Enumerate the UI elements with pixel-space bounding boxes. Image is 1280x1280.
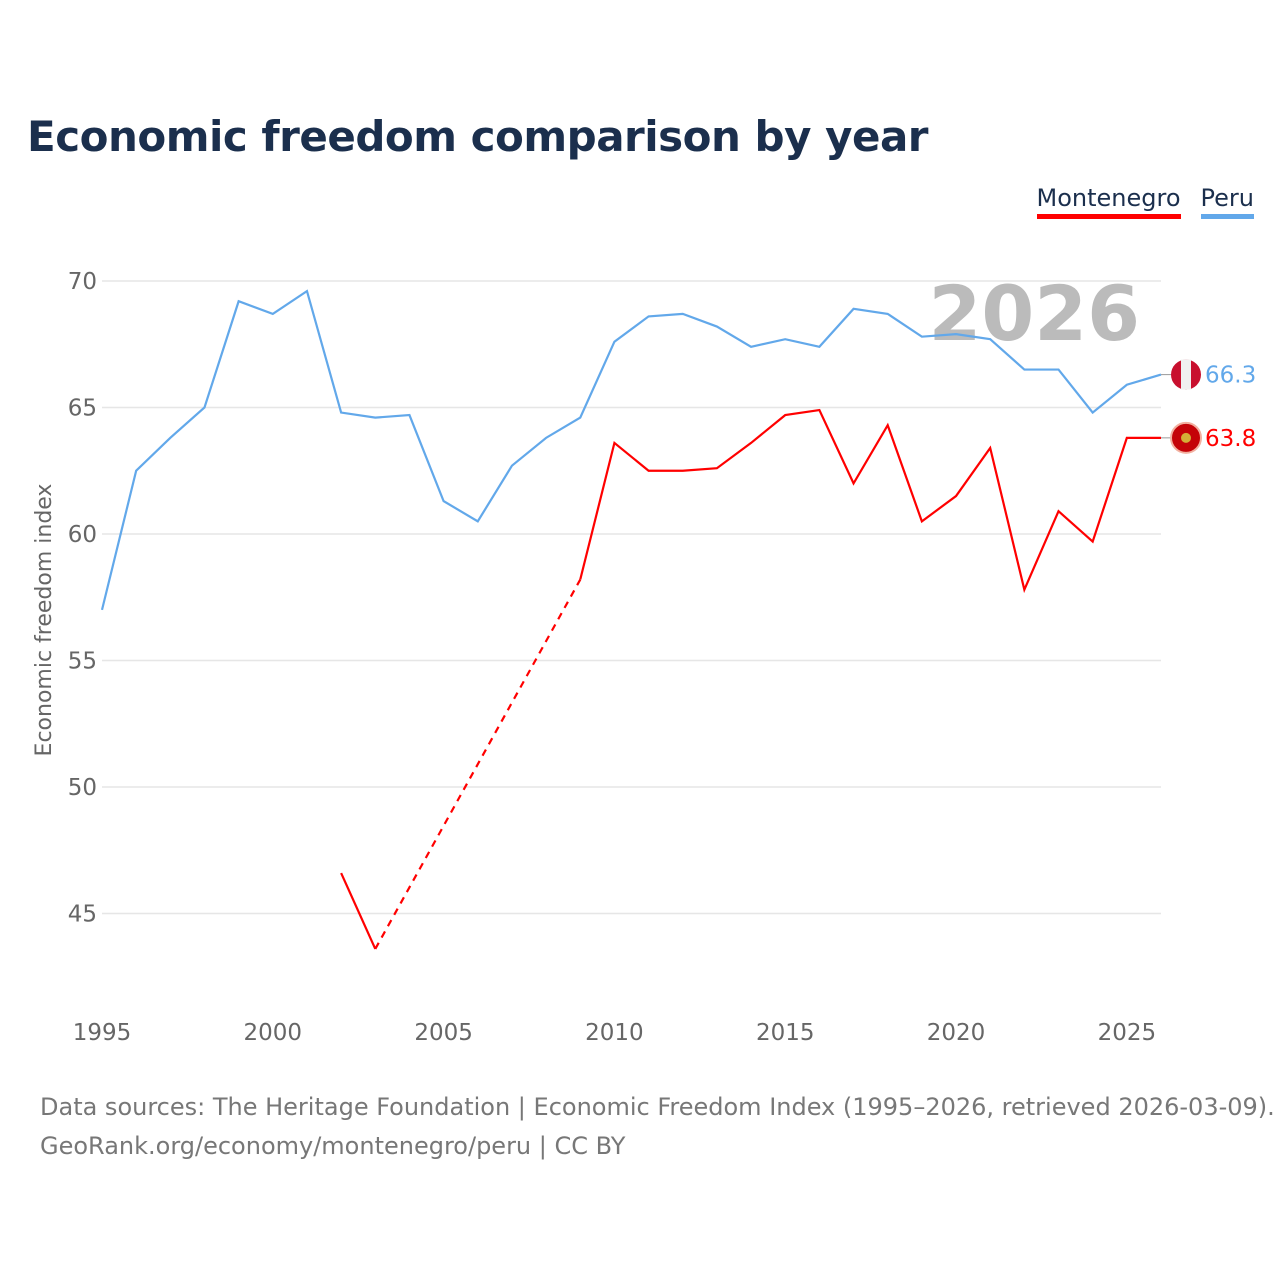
x-tick-label: 2000 [244, 1020, 303, 1046]
series-line-peru [100, 289, 1162, 611]
footer: Data sources: The Heritage Foundation | … [40, 1088, 1275, 1166]
montenegro-flag-icon [1170, 421, 1202, 454]
y-tick-label: 65 [68, 396, 97, 422]
footer-sources: Data sources: The Heritage Foundation | … [40, 1093, 1275, 1121]
legend-peru[interactable]: Peru [1200, 184, 1254, 219]
line-chart: 45 50 55 60 65 70 1995 2000 2005 2010 2015 2020 2025… [32, 269, 1256, 1046]
y-axis-label: Economic freedom index [32, 484, 57, 757]
y-tick-label: 50 [68, 775, 97, 801]
x-tick-label: 2015 [756, 1020, 815, 1046]
series-line-montenegro [579, 408, 1161, 594]
x-tick-label: 2025 [1098, 1020, 1157, 1046]
gap-line-montenegro [374, 579, 582, 950]
y-tick-label: 45 [68, 902, 97, 928]
flag-emblem [1181, 432, 1191, 443]
flag-stripe [1181, 359, 1191, 390]
x-tick-label: 2020 [927, 1020, 986, 1046]
x-tick-label: 1995 [73, 1020, 132, 1046]
peru-flag-icon [1171, 359, 1201, 390]
legend-montenegro[interactable]: Montenegro [1036, 184, 1181, 219]
chart-title: Economic freedom comparison by year [27, 112, 929, 161]
end-value-label: 66.3 [1205, 363, 1256, 389]
footer-link[interactable]: GeoRank.org/economy/montenegro/peru | CC… [40, 1132, 626, 1160]
series-line-montenegro [340, 872, 377, 950]
end-value-label: 63.8 [1205, 426, 1256, 452]
y-tick-label: 60 [68, 522, 97, 548]
x-tick-label: 2010 [585, 1020, 644, 1046]
year-watermark: 2026 [928, 269, 1140, 358]
x-tick-label: 2005 [414, 1020, 473, 1046]
y-tick-label: 70 [68, 269, 97, 295]
legend: Montenegro Peru [1036, 184, 1254, 219]
y-tick-label: 55 [68, 649, 97, 675]
